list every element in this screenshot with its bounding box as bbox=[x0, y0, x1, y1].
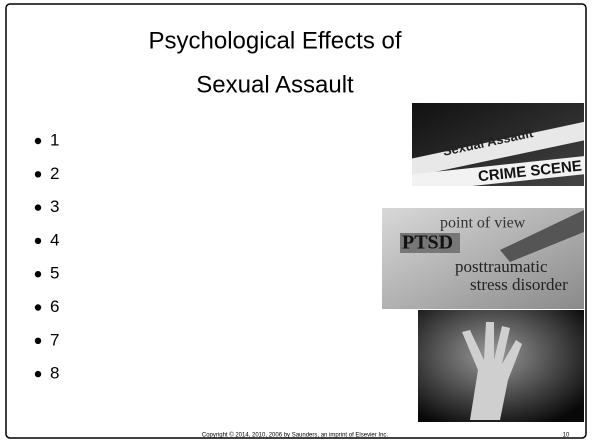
bullet-text: 4 bbox=[50, 230, 59, 249]
bullet-dot bbox=[35, 371, 41, 377]
bullet-text: 5 bbox=[50, 264, 59, 283]
bullet-text: 7 bbox=[50, 330, 59, 349]
image-text: PTSD bbox=[402, 232, 453, 254]
bullet-dot bbox=[35, 304, 41, 310]
bullet-text: 2 bbox=[50, 164, 59, 183]
bullet-dot bbox=[35, 271, 41, 277]
bullet-dot bbox=[35, 338, 41, 344]
image-text: posttraumatic bbox=[455, 257, 548, 276]
bullet-text: 1 bbox=[50, 130, 59, 149]
bullet-dot bbox=[35, 171, 41, 177]
bullet-text: 3 bbox=[50, 197, 59, 216]
bullet-dot bbox=[35, 204, 41, 210]
image-text: stress disorder bbox=[470, 275, 568, 294]
bullet-text: 6 bbox=[50, 297, 59, 316]
slide: Psychological Effects of Sexual Assault … bbox=[0, 0, 592, 446]
image-hand bbox=[418, 310, 584, 422]
page-number: 10 bbox=[563, 433, 570, 439]
image-crime-scene: Sexual Assault CRIME SCENE bbox=[400, 103, 592, 192]
page: Psychological Effects of Sexual Assault … bbox=[0, 0, 592, 446]
title-line: Psychological Effects of bbox=[148, 27, 401, 54]
copyright: Copyright © 2014, 2010, 2006 by Saunders… bbox=[202, 432, 389, 439]
title-line: Sexual Assault bbox=[196, 71, 354, 98]
bullet-text: 8 bbox=[50, 364, 59, 383]
image-ptsd: point of view PTSD posttraumatic stress … bbox=[382, 208, 584, 309]
bullet-dot bbox=[35, 238, 41, 244]
bullet-dot bbox=[35, 138, 41, 144]
image-text: point of view bbox=[440, 215, 526, 232]
